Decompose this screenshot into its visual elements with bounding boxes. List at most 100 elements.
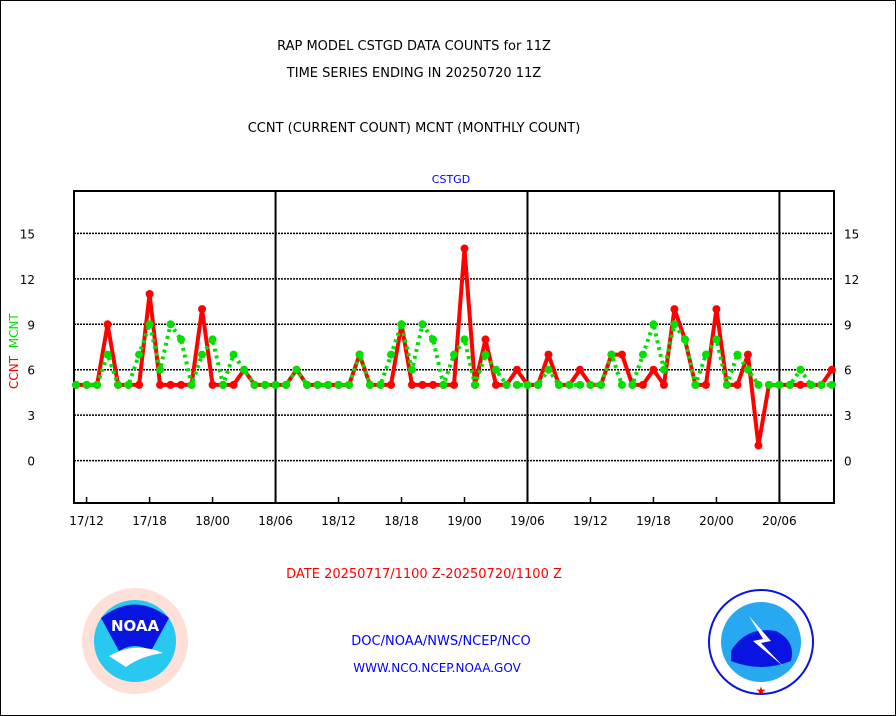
data-point-mcnt <box>743 365 752 374</box>
data-point-ccnt <box>796 380 805 389</box>
svg-text:★: ★ <box>756 684 767 698</box>
x-tick-label: 17/18 <box>132 514 167 528</box>
data-point-mcnt <box>408 365 417 374</box>
data-point-mcnt <box>93 380 102 389</box>
data-point-mcnt <box>429 335 438 344</box>
chart-title: CSTGD <box>431 173 471 186</box>
data-point-mcnt <box>292 365 301 374</box>
data-point-ccnt <box>198 305 207 314</box>
data-point-ccnt <box>712 305 721 314</box>
data-point-mcnt <box>670 320 679 329</box>
data-point-mcnt <box>156 365 165 374</box>
data-point-mcnt <box>533 380 542 389</box>
data-point-ccnt <box>659 380 668 389</box>
data-point-mcnt <box>177 335 186 344</box>
title-line-1: RAP MODEL CSTGD DATA COUNTS for 11Z <box>277 39 551 54</box>
y-tick-label-left: 15 <box>20 227 35 241</box>
nws-logo: ★ <box>708 589 814 698</box>
data-point-ccnt <box>103 320 112 329</box>
data-point-mcnt <box>376 380 385 389</box>
x-tick-label: 18/00 <box>195 514 230 528</box>
data-point-mcnt <box>785 380 794 389</box>
data-point-ccnt <box>617 350 626 359</box>
data-point-mcnt <box>680 335 689 344</box>
data-point-mcnt <box>166 320 175 329</box>
data-point-mcnt <box>638 350 647 359</box>
data-point-mcnt <box>198 350 207 359</box>
data-point-ccnt <box>387 380 396 389</box>
data-point-mcnt <box>586 380 595 389</box>
y-tick-label-right: 3 <box>844 409 852 423</box>
data-point-mcnt <box>596 380 605 389</box>
data-point-mcnt <box>691 380 700 389</box>
data-point-ccnt <box>754 441 763 450</box>
y-tick-label-right: 0 <box>844 455 852 469</box>
x-tick-label: 19/12 <box>573 514 608 528</box>
data-point-mcnt <box>397 320 406 329</box>
data-point-mcnt <box>649 320 658 329</box>
data-point-mcnt <box>313 380 322 389</box>
data-point-mcnt <box>575 380 584 389</box>
data-point-mcnt <box>271 380 280 389</box>
x-tick-label: 20/06 <box>762 514 797 528</box>
data-point-mcnt <box>544 365 553 374</box>
data-point-mcnt <box>439 380 448 389</box>
data-point-mcnt <box>366 380 375 389</box>
data-point-mcnt <box>345 380 354 389</box>
data-point-mcnt <box>481 350 490 359</box>
data-point-mcnt <box>712 335 721 344</box>
data-point-mcnt <box>775 380 784 389</box>
y-tick-label-right: 15 <box>844 227 859 241</box>
data-point-mcnt <box>145 320 154 329</box>
data-point-mcnt <box>806 380 815 389</box>
data-point-mcnt <box>282 380 291 389</box>
data-point-ccnt <box>229 380 238 389</box>
x-tick-label: 18/06 <box>258 514 293 528</box>
website-link[interactable]: WWW.NCO.NCEP.NOAA.GOV <box>353 661 521 675</box>
data-point-mcnt <box>628 380 637 389</box>
data-point-ccnt <box>166 380 175 389</box>
title-line-2: TIME SERIES ENDING IN 20250720 11Z <box>286 66 542 81</box>
data-point-mcnt <box>460 335 469 344</box>
x-tick-label: 19/18 <box>636 514 671 528</box>
data-point-mcnt <box>82 380 91 389</box>
date-range: DATE 20250717/1100 Z-20250720/1100 Z <box>286 567 562 582</box>
data-point-mcnt <box>219 380 228 389</box>
data-point-ccnt <box>156 380 165 389</box>
legend-line: CCNT (CURRENT COUNT) MCNT (MONTHLY COUNT… <box>247 121 581 136</box>
data-point-mcnt <box>817 380 826 389</box>
data-point-ccnt <box>649 365 658 374</box>
data-point-mcnt <box>722 380 731 389</box>
x-tick-label: 17/12 <box>69 514 104 528</box>
data-point-ccnt <box>208 380 217 389</box>
data-point-ccnt <box>145 289 154 298</box>
data-point-mcnt <box>607 350 616 359</box>
data-point-mcnt <box>250 380 259 389</box>
data-point-ccnt <box>450 380 458 389</box>
data-point-mcnt <box>355 350 364 359</box>
data-point-mcnt <box>827 380 836 389</box>
data-point-mcnt <box>72 380 81 389</box>
data-point-mcnt <box>796 365 805 374</box>
noaa-logo: NOAA <box>82 588 188 694</box>
data-point-ccnt <box>481 335 490 344</box>
data-point-ccnt <box>418 380 427 389</box>
x-tick-label: 18/18 <box>384 514 419 528</box>
data-point-mcnt <box>135 350 144 359</box>
data-point-mcnt <box>450 350 458 359</box>
data-point-mcnt <box>303 380 312 389</box>
data-point-mcnt <box>324 380 333 389</box>
x-tick-label: 19/00 <box>447 514 482 528</box>
data-point-mcnt <box>512 380 521 389</box>
data-point-mcnt <box>617 380 626 389</box>
data-point-ccnt <box>491 380 500 389</box>
data-point-mcnt <box>565 380 574 389</box>
data-point-ccnt <box>429 380 438 389</box>
data-point-mcnt <box>470 380 479 389</box>
data-point-mcnt <box>334 380 343 389</box>
data-point-mcnt <box>261 380 270 389</box>
data-point-mcnt <box>114 380 123 389</box>
data-point-ccnt <box>408 380 417 389</box>
